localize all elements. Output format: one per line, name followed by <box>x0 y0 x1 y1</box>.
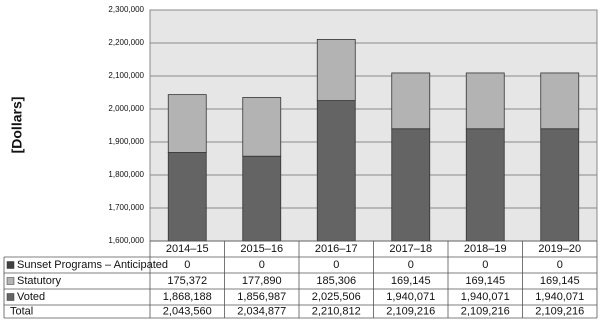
bar-segment <box>242 97 282 157</box>
table-value: 1,940,071 <box>386 291 435 303</box>
legend-swatch <box>6 261 15 269</box>
y-axis-label: [Dollars] <box>9 97 25 154</box>
y-tick-label: 2,200,000 <box>108 38 144 47</box>
y-tick-label: 1,700,000 <box>108 203 144 212</box>
table-value: 169,145 <box>391 275 431 287</box>
bar-segment <box>540 72 580 130</box>
legend-label: Sunset Programs – Anticipated <box>17 259 168 271</box>
y-tick-label: 1,900,000 <box>108 137 144 146</box>
x-tick-label: 2017–18 <box>389 243 432 255</box>
table-value: 0 <box>482 259 488 271</box>
table-value: 0 <box>259 259 265 271</box>
bar-segment <box>242 155 282 242</box>
y-tick-label: 1,600,000 <box>108 236 144 245</box>
table-value: 169,145 <box>540 275 580 287</box>
bar-segment <box>316 100 356 242</box>
x-tick-label: 2014–15 <box>166 243 209 255</box>
legend-label: Statutory <box>17 275 62 287</box>
y-tick-label: 1,800,000 <box>108 170 144 179</box>
y-tick-label: 2,100,000 <box>108 71 144 80</box>
table-value: 185,306 <box>316 275 356 287</box>
table-total: 2,109,216 <box>386 305 435 317</box>
bar-segment <box>540 128 580 242</box>
x-tick-label: 2019–20 <box>538 243 581 255</box>
legend-label: Voted <box>17 291 45 303</box>
table-value: 1,940,071 <box>461 291 510 303</box>
table-value: 0 <box>557 259 563 271</box>
table-value: 1,868,188 <box>163 291 212 303</box>
table-total: 2,210,812 <box>312 305 361 317</box>
bar-segment <box>316 39 356 101</box>
table-value: 2,025,506 <box>312 291 361 303</box>
bar-segment <box>391 128 431 242</box>
table-total: 2,034,877 <box>237 305 286 317</box>
legend-swatch <box>6 277 15 285</box>
y-tick-label: 2,000,000 <box>108 104 144 113</box>
table-value: 175,372 <box>167 275 207 287</box>
table-value: 169,145 <box>465 275 505 287</box>
plot-area <box>149 9 598 242</box>
legend-swatch <box>6 293 15 301</box>
bar-segment <box>167 152 207 242</box>
x-tick-label: 2018–19 <box>464 243 507 255</box>
table-value: 0 <box>333 259 339 271</box>
bar-segment <box>465 128 505 242</box>
table-total: 2,109,216 <box>535 305 584 317</box>
table-total: 2,043,560 <box>163 305 212 317</box>
table-value: 0 <box>408 259 414 271</box>
bar-segment <box>391 72 431 130</box>
table-value: 0 <box>184 259 190 271</box>
bar-segment <box>167 94 207 153</box>
table-total-label: Total <box>10 305 33 317</box>
table-value: 177,890 <box>242 275 282 287</box>
table-value: 1,856,987 <box>237 291 286 303</box>
table-value: 1,940,071 <box>535 291 584 303</box>
bar-segment <box>465 72 505 130</box>
table-total: 2,109,216 <box>461 305 510 317</box>
y-tick-label: 2,300,000 <box>108 5 144 14</box>
x-tick-label: 2016–17 <box>315 243 358 255</box>
x-tick-label: 2015–16 <box>240 243 283 255</box>
